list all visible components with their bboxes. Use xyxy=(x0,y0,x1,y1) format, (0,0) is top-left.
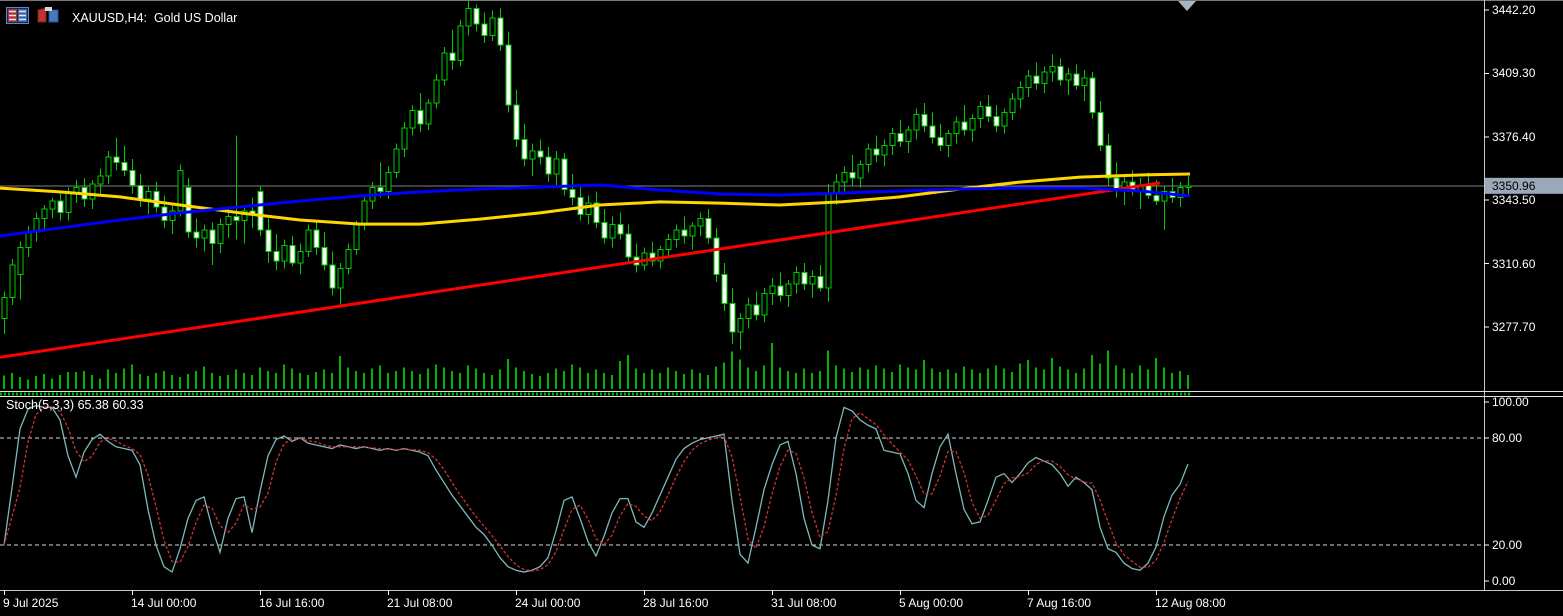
time-tick-label: 5 Aug 00:00 xyxy=(899,596,964,610)
time-tick-label: 28 Jul 16:00 xyxy=(643,596,709,610)
stochastic-layer xyxy=(0,404,1484,574)
stoch-tick-label: 80.00 xyxy=(1492,430,1523,445)
price-tick-label: 3376.40 xyxy=(1492,129,1536,144)
time-tick-label: 24 Jul 00:00 xyxy=(515,596,581,610)
price-tick-label: 3442.20 xyxy=(1492,3,1536,17)
time-tick-label: 31 Jul 08:00 xyxy=(771,596,837,610)
time-tick-label: 21 Jul 08:00 xyxy=(387,596,453,610)
quotes-grid-icon xyxy=(6,6,29,29)
price-tick-label: 3277.70 xyxy=(1492,320,1536,334)
bar-chart-icon xyxy=(37,6,60,29)
chart-title-bar: XAUUSD,H4: Gold US Dollar xyxy=(6,6,237,29)
volume-layer xyxy=(3,343,1189,389)
time-tick-label: 7 Aug 16:00 xyxy=(1027,596,1092,610)
moving-averages-layer xyxy=(0,172,1191,238)
last-price-label: 3350.96 xyxy=(1492,178,1536,193)
time-tick-label: 16 Jul 16:00 xyxy=(259,596,325,610)
price-tick-label: 3310.60 xyxy=(1492,256,1536,271)
price-tick-label: 3409.30 xyxy=(1492,66,1536,81)
candles-layer xyxy=(1,0,1192,350)
stoch-tick-label: 0.00 xyxy=(1492,574,1516,588)
stoch-indicator-label: Stoch(5,3,3) 65.38 60.33 xyxy=(6,398,144,412)
last-price-badge xyxy=(1485,177,1563,194)
stoch-tick-label: 100.00 xyxy=(1492,395,1529,409)
axis-ticks-layer[interactable] xyxy=(4,9,1490,595)
time-tick-label: 9 Jul 2025 xyxy=(3,596,59,610)
chart-title: XAUUSD,H4: Gold US Dollar xyxy=(72,10,238,25)
trendline-layer[interactable] xyxy=(0,181,1161,359)
price-tick-label: 3343.50 xyxy=(1492,193,1536,208)
panel-splitter[interactable] xyxy=(0,391,1563,397)
time-tick-label: 14 Jul 00:00 xyxy=(131,596,197,610)
stoch-tick-label: 20.00 xyxy=(1492,538,1523,553)
time-tick-label: 12 Aug 08:00 xyxy=(1155,596,1226,610)
chart-shift-marker[interactable] xyxy=(1178,1,1196,11)
